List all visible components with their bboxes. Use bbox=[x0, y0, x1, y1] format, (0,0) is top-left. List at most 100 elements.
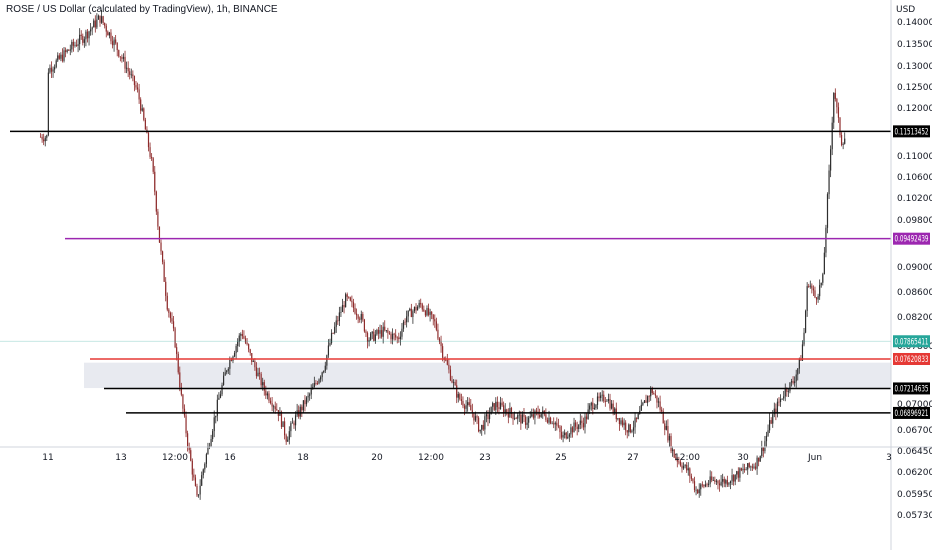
candle-body bbox=[587, 409, 589, 420]
candle-body bbox=[714, 480, 716, 482]
candle-body bbox=[761, 447, 763, 457]
candle-body bbox=[365, 331, 367, 333]
candle-body bbox=[487, 414, 489, 420]
candle-body bbox=[717, 480, 719, 484]
candle-body bbox=[151, 156, 153, 159]
candle-body bbox=[481, 424, 483, 430]
candle-body bbox=[385, 330, 387, 331]
candle-body bbox=[503, 405, 505, 414]
candle-body bbox=[636, 417, 638, 419]
candle-body bbox=[152, 158, 154, 172]
candle-body bbox=[99, 15, 101, 23]
price-tag-label: 0.11513452 bbox=[895, 127, 929, 137]
candle-body bbox=[321, 372, 323, 378]
candle-body bbox=[174, 328, 176, 348]
candle-body bbox=[310, 389, 312, 395]
time-tick-label: 11 bbox=[42, 453, 53, 463]
candle-body bbox=[585, 416, 588, 420]
price-axis[interactable]: USD 0.14000000 0.13500000 0.13000000 0.12500… bbox=[896, 5, 932, 521]
candle-body bbox=[634, 417, 636, 428]
candle-body bbox=[442, 346, 444, 358]
candle-body bbox=[648, 396, 650, 398]
candle-body bbox=[692, 478, 694, 482]
candle-body bbox=[754, 466, 757, 469]
candle-body bbox=[75, 44, 78, 46]
price-tick-label: 0.09000000 bbox=[897, 263, 932, 273]
price-tag-bg bbox=[893, 125, 930, 138]
support-zone bbox=[84, 362, 891, 389]
candle-body bbox=[266, 393, 269, 396]
candle-body bbox=[60, 54, 62, 59]
candle-body bbox=[762, 447, 764, 452]
candle-body bbox=[826, 194, 829, 228]
candle-body bbox=[526, 422, 528, 425]
candle-body bbox=[484, 416, 486, 430]
candle-body bbox=[794, 381, 796, 384]
candle-body bbox=[172, 321, 175, 329]
price-tag-bg bbox=[893, 335, 930, 348]
candle-body bbox=[781, 398, 783, 400]
candle-body bbox=[258, 372, 261, 374]
candle-body bbox=[301, 406, 303, 411]
candle-body bbox=[765, 435, 768, 442]
candle-body bbox=[446, 360, 448, 365]
candle-body bbox=[814, 290, 816, 298]
time-axis[interactable]: 11 13 12:00 16 18 20 12:00 23 25 27 12:00 30 Jun 3 bbox=[42, 453, 892, 463]
candle-body bbox=[166, 295, 168, 310]
candle-body bbox=[434, 319, 436, 322]
price-tag-label: 0.06896921 bbox=[895, 409, 929, 419]
candle-body bbox=[582, 423, 585, 428]
candle-body bbox=[213, 417, 215, 432]
candle-body bbox=[664, 423, 666, 430]
candle-body bbox=[252, 361, 254, 362]
time-tick-label: 13 bbox=[115, 453, 126, 463]
candle-body bbox=[207, 446, 209, 455]
candle-body bbox=[728, 482, 730, 485]
candle-body bbox=[570, 427, 572, 435]
candle-body bbox=[523, 414, 525, 417]
candle-body bbox=[833, 92, 835, 123]
candle-body bbox=[287, 439, 289, 442]
candle-body bbox=[531, 414, 533, 417]
candle-body bbox=[426, 308, 428, 316]
candle-body bbox=[518, 414, 520, 416]
candle-body bbox=[80, 34, 82, 36]
candle-body bbox=[183, 408, 186, 416]
candle-body bbox=[603, 394, 605, 402]
candle-body bbox=[147, 133, 150, 148]
candle-body bbox=[737, 471, 739, 478]
candle-body bbox=[459, 394, 461, 400]
candle-body bbox=[825, 227, 827, 253]
candle-body bbox=[111, 41, 114, 46]
candle-body bbox=[831, 122, 833, 150]
candle-body bbox=[274, 406, 276, 410]
candle-body bbox=[507, 412, 509, 418]
candle-body bbox=[107, 31, 109, 36]
candle-body bbox=[176, 347, 178, 354]
price-tick-label: 0.13000000 bbox=[897, 62, 932, 72]
candle-body bbox=[672, 449, 674, 452]
candle-body bbox=[676, 458, 678, 462]
candle-body bbox=[775, 408, 777, 414]
candle-body bbox=[97, 15, 100, 20]
candle-body bbox=[720, 481, 722, 486]
candle-body bbox=[416, 307, 419, 311]
candle-body bbox=[623, 422, 625, 426]
candle-body bbox=[789, 382, 791, 392]
candle-body bbox=[803, 332, 805, 345]
candle-body bbox=[323, 370, 325, 373]
candle-body bbox=[415, 307, 417, 311]
candle-body bbox=[263, 382, 265, 391]
candle-body bbox=[512, 413, 514, 420]
candle-body bbox=[246, 342, 248, 345]
candle-body bbox=[399, 336, 401, 340]
candle-body bbox=[205, 454, 207, 464]
candle-body bbox=[548, 417, 550, 423]
candle-body bbox=[96, 19, 98, 28]
candle-body bbox=[169, 312, 172, 319]
candle-body bbox=[91, 27, 93, 30]
candle-body bbox=[273, 406, 275, 408]
candle-body bbox=[293, 422, 295, 426]
candle-body bbox=[244, 338, 247, 343]
